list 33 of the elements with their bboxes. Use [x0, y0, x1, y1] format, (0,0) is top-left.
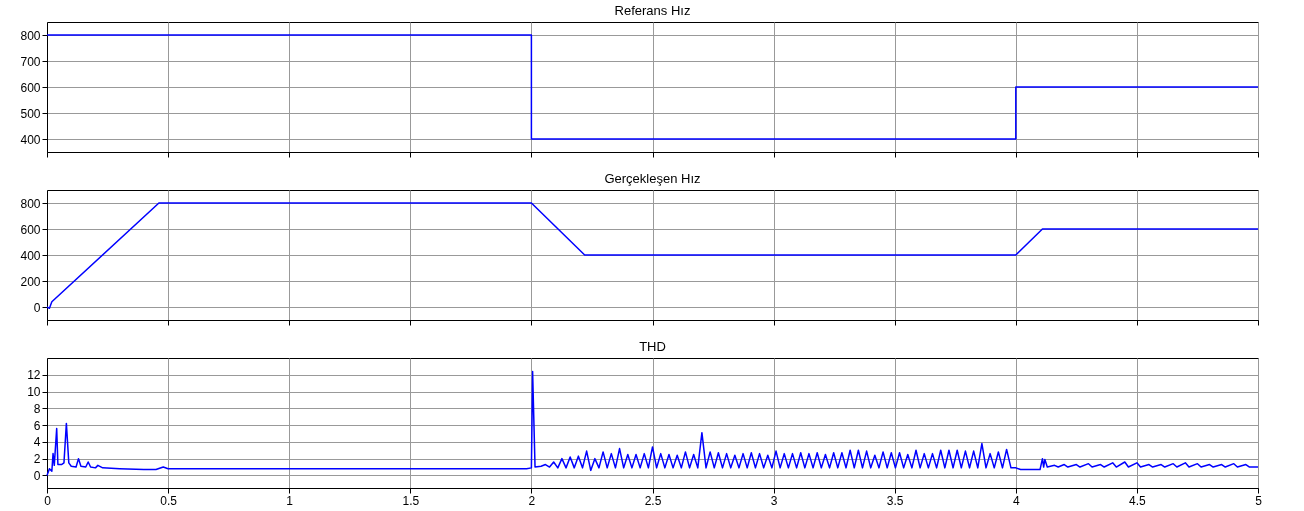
y-tick-label: 8 — [33, 401, 41, 416]
x-tick-label: 2.5 — [644, 493, 662, 508]
x-tick-label: 1.5 — [402, 493, 420, 508]
y-tick-label: 400 — [20, 248, 41, 263]
y-tick-label: 12 — [27, 368, 41, 383]
y-tick-label: 800 — [20, 196, 41, 211]
y-tick-label: 0 — [33, 300, 41, 315]
x-tick-label: 5 — [1255, 493, 1263, 508]
y-tick-label: 200 — [20, 274, 41, 289]
x-tick-label: 0 — [44, 493, 52, 508]
y-tick-label: 600 — [20, 80, 41, 95]
line-series — [46, 202, 1259, 310]
x-tick-label: 4.5 — [1129, 493, 1147, 508]
y-tick-label: 800 — [20, 28, 41, 43]
y-tick-label: 6 — [33, 418, 41, 433]
y-tick-label: 10 — [27, 385, 41, 400]
y-tick-label: 600 — [20, 222, 41, 237]
y-tick-label: 400 — [20, 132, 41, 147]
y-tick-label: 2 — [33, 452, 41, 467]
x-tick-label: 3.5 — [886, 493, 904, 508]
chart-title: Referans Hız — [614, 3, 691, 18]
x-tick-label: 2 — [528, 493, 536, 508]
y-tick-label: 500 — [20, 106, 41, 121]
line-series — [46, 370, 1259, 477]
chart-title: THD — [639, 339, 666, 354]
x-tick-label: 1 — [286, 493, 294, 508]
chart-title: Gerçekleşen Hız — [604, 171, 701, 186]
y-tick-label: 4 — [33, 435, 41, 450]
y-tick-label: 700 — [20, 54, 41, 69]
x-tick-label: 4 — [1012, 493, 1020, 508]
x-tick-label: 3 — [770, 493, 778, 508]
y-tick-label: 0 — [33, 468, 41, 483]
x-tick-label: 0.5 — [160, 493, 178, 508]
